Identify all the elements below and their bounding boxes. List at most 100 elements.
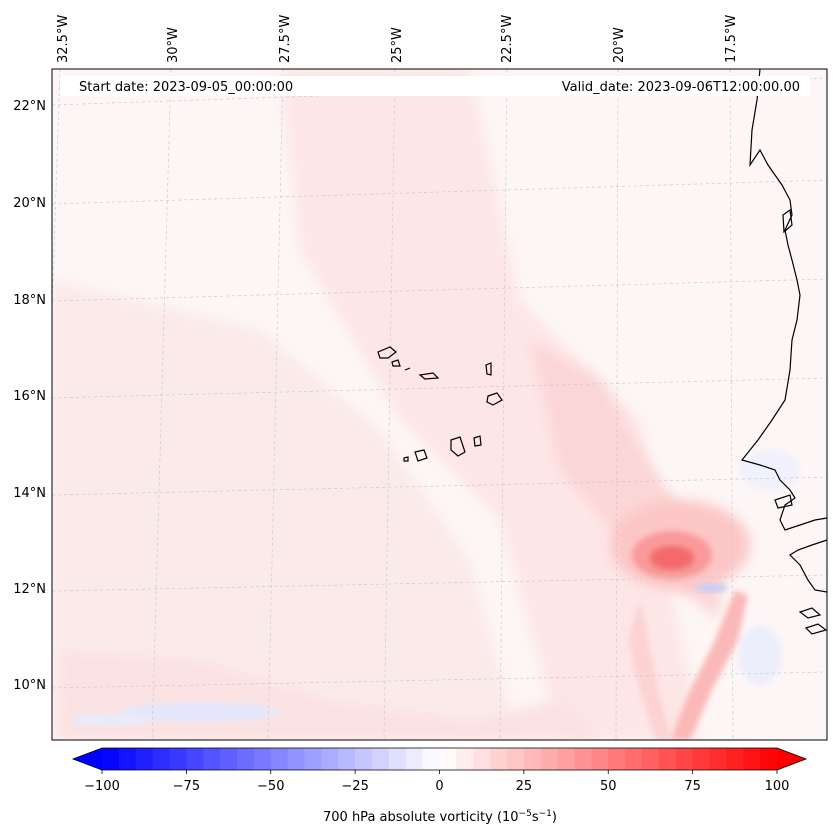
island-brava xyxy=(403,456,409,462)
island-sal xyxy=(485,362,492,376)
map-panel: Start date: 2023-09-05_00:00:00 Valid_da… xyxy=(51,68,828,741)
colorbar-bin xyxy=(675,748,694,770)
start-date-label: Start date: 2023-09-05_00:00:00 xyxy=(79,80,293,95)
colorbar-bin xyxy=(270,748,289,770)
vorticity-band xyxy=(280,69,700,740)
colorbar-bin xyxy=(490,748,508,770)
colorbar-bin xyxy=(152,748,171,770)
gridline-lat xyxy=(52,278,827,302)
colorbar-tick-label: −25 xyxy=(341,779,368,794)
colorbar-tick-label: −100 xyxy=(84,779,120,794)
colorbar-bin xyxy=(523,748,542,770)
negative-vorticity-patch xyxy=(738,625,782,685)
gridline-lon xyxy=(151,69,172,740)
colorbar-bin xyxy=(574,748,592,770)
colorbar-ticks: −100 −75 −50 −25 0 25 50 75 100 xyxy=(84,770,789,794)
colorbar: −100 −75 −50 −25 0 25 50 75 100 700 hPa absolute… xyxy=(71,747,808,825)
colorbar-bin xyxy=(102,748,120,770)
colorbar-tick-label: 25 xyxy=(516,779,533,794)
colorbar-bin xyxy=(372,748,390,770)
colorbar-label-main: 700 hPa absolute vorticity (10 xyxy=(323,810,519,825)
colorbar-label-end: ) xyxy=(552,810,557,825)
lon-label: 17.5°W xyxy=(724,15,739,63)
negative-vorticity-patch xyxy=(70,714,150,726)
gridline-lat xyxy=(52,77,827,106)
island-fogo xyxy=(414,449,428,462)
colorbar-bin xyxy=(118,748,137,770)
lat-label: 20°N xyxy=(13,196,46,211)
gridline-lat xyxy=(52,377,827,399)
lat-label: 16°N xyxy=(13,389,46,404)
colorbar-bins xyxy=(102,748,778,770)
longitude-labels: 32.5°W 30°W 27.5°W 25°W 22.5°W 20°W 17.5… xyxy=(56,15,739,63)
canary-inlet xyxy=(782,208,793,234)
island-santo-antao xyxy=(377,346,397,359)
colorbar-bin xyxy=(658,748,677,770)
colorbar-tick-label: 75 xyxy=(684,779,701,794)
lon-label: 32.5°W xyxy=(56,15,71,63)
island-santiago xyxy=(450,436,466,457)
colorbar-extend-min xyxy=(73,748,102,770)
negative-vorticity-patch xyxy=(120,702,280,722)
valid-date-label: Valid_date: 2023-09-06T12:00:00.00 xyxy=(562,80,800,95)
gridline-lon xyxy=(499,69,508,740)
colorbar-tick-label: 50 xyxy=(600,779,617,794)
colorbar-bin xyxy=(304,748,322,770)
vorticity-arm xyxy=(628,600,672,740)
colorbar-label-exponent: −1 xyxy=(539,809,552,819)
colorbar-bin xyxy=(692,748,711,770)
colorbar-bin xyxy=(709,748,727,770)
lon-label: 22.5°W xyxy=(500,15,515,63)
lat-label: 12°N xyxy=(13,582,46,597)
gridlines xyxy=(52,69,827,740)
gridline-lat xyxy=(52,671,827,689)
lon-label: 20°W xyxy=(612,27,627,63)
colorbar-bin xyxy=(220,748,238,770)
vorticity-arm xyxy=(670,590,748,740)
colorbar-bin xyxy=(203,748,221,770)
colorbar-label-exponent: −5 xyxy=(519,809,532,819)
colorbar-bin xyxy=(253,748,272,770)
lat-label: 22°N xyxy=(13,99,46,114)
colorbar-bin xyxy=(540,748,559,770)
header-box xyxy=(60,76,810,96)
colorbar-bin xyxy=(726,748,744,770)
gridline-lon xyxy=(267,69,284,740)
colorbar-label: 700 hPa absolute vorticity (10−5s−1) xyxy=(323,809,557,825)
island-santa-luzia xyxy=(404,367,411,371)
lon-label: 25°W xyxy=(390,27,405,63)
colorbar-bin xyxy=(388,748,407,770)
colorbar-bin xyxy=(642,748,660,770)
island-sao-vicente xyxy=(391,359,401,367)
lat-label: 14°N xyxy=(13,486,46,501)
colorbar-tick-label: 100 xyxy=(765,779,790,794)
latitude-labels: 22°N 20°N 18°N 16°N 14°N 12°N 10°N xyxy=(13,99,46,693)
vortex-negative-dipole xyxy=(696,583,728,593)
colorbar-bin xyxy=(760,748,778,770)
lon-label: 27.5°W xyxy=(278,15,293,63)
colorbar-bin xyxy=(473,748,491,770)
gridline-lon xyxy=(615,69,619,740)
colorbar-bin xyxy=(456,748,474,770)
colorbar-bin xyxy=(321,748,339,770)
colorbar-bin xyxy=(625,748,643,770)
colorbar-bin xyxy=(507,748,525,770)
map-frame xyxy=(51,68,828,741)
gridline-lon xyxy=(383,69,396,740)
colorbar-bin xyxy=(439,748,457,770)
colorbar-tick-label: 0 xyxy=(435,779,443,794)
colorbar-bin xyxy=(186,748,204,770)
lat-label: 18°N xyxy=(13,293,46,308)
colorbar-bin xyxy=(287,748,306,770)
colorbar-bin xyxy=(422,748,441,770)
gridline-lat xyxy=(52,179,827,205)
colorbar-label-unit: s xyxy=(532,810,539,825)
colorbar-bin xyxy=(355,748,373,770)
colorbar-bin xyxy=(135,748,154,770)
island-maio xyxy=(473,435,482,447)
africa-coastline xyxy=(740,68,828,531)
vortex-core xyxy=(650,546,694,570)
senegal-inlet xyxy=(774,494,793,509)
island-boa-vista xyxy=(486,392,503,406)
